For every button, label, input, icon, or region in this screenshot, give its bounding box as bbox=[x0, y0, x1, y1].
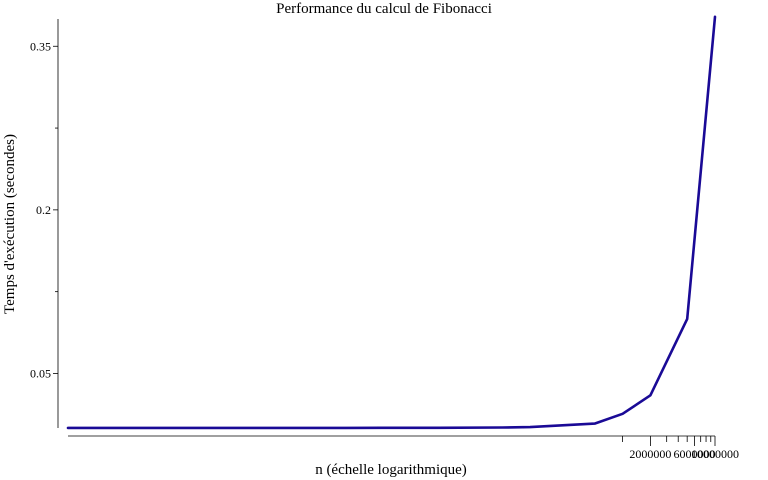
y-axis-ticks: 0.05 0.2 0.35 bbox=[30, 39, 58, 380]
series-line bbox=[66, 15, 717, 430]
x-tick-label: 10000000 bbox=[691, 447, 739, 461]
chart-title: Performance du calcul de Fibonacci bbox=[276, 1, 492, 17]
x-tick-label: 6000000 bbox=[673, 447, 715, 461]
x-axis-label: n (échelle logarithmique) bbox=[315, 462, 467, 478]
y-tick-label: 0.2 bbox=[36, 203, 51, 217]
x-tick-label: 2000000 bbox=[629, 447, 671, 461]
y-tick-label: 0.05 bbox=[30, 366, 51, 380]
y-tick-label: 0.35 bbox=[30, 39, 51, 53]
y-axis-label: Temps d'exécution (secondes) bbox=[2, 134, 18, 314]
